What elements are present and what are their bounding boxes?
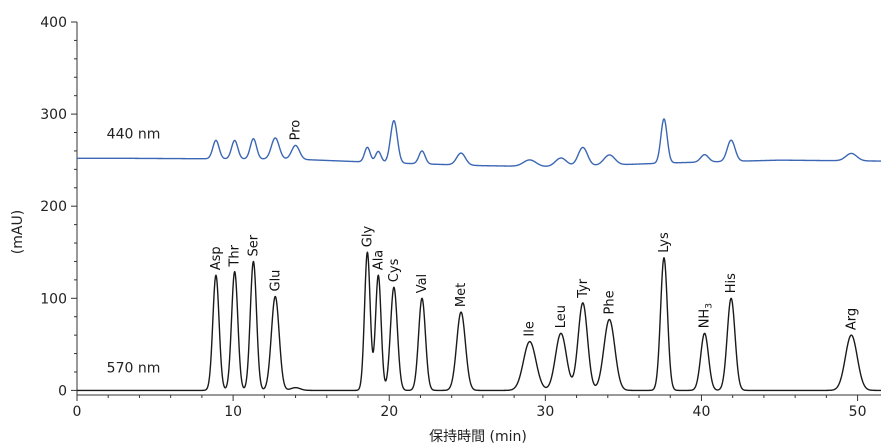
peak-label-Ile: Ile bbox=[523, 321, 538, 336]
peak-label-Tyr: Tyr bbox=[576, 278, 591, 299]
peak-label-Lys: Lys bbox=[657, 232, 672, 253]
peak-label-Asp: Asp bbox=[209, 246, 224, 270]
x-tick-label-50: 50 bbox=[849, 404, 867, 420]
peak-label-Glu: Glu bbox=[268, 270, 283, 292]
traces bbox=[76, 118, 882, 392]
x-axis-label: 保持時間 (min) bbox=[429, 429, 527, 445]
peak-label-Leu: Leu bbox=[554, 305, 569, 328]
peak-label-Arg: Arg bbox=[844, 308, 859, 330]
peak-label-Met: Met bbox=[454, 283, 469, 307]
y-tick-label-100: 100 bbox=[40, 291, 67, 307]
peak-label-Cys: Cys bbox=[387, 258, 402, 282]
peak-label-Gly: Gly bbox=[360, 226, 375, 248]
y-tick-label-400: 400 bbox=[40, 15, 67, 31]
y-tick-label-0: 0 bbox=[58, 383, 67, 399]
peak-label-Phe: Phe bbox=[602, 290, 617, 314]
peak-label-Thr: Thr bbox=[228, 244, 243, 267]
peak-label-NH3: NH3 bbox=[698, 303, 715, 328]
x-tick-label-0: 0 bbox=[73, 404, 82, 420]
peak-label-subscript: 3 bbox=[705, 303, 715, 309]
axes: 0 100 200 300 400 0 10 20 30 40 50 bbox=[40, 15, 881, 420]
x-tick-label-20: 20 bbox=[380, 404, 398, 420]
y-tick-label-200: 200 bbox=[40, 199, 67, 215]
series-label-570-nm: 570 nm bbox=[107, 360, 161, 376]
peak-label-Val: Val bbox=[415, 274, 430, 293]
peak-label-Ala: Ala bbox=[371, 250, 386, 270]
peak-label-Ser: Ser bbox=[246, 234, 261, 256]
peak-label-Pro: Pro bbox=[289, 120, 304, 141]
trace-570-nm bbox=[76, 251, 882, 392]
peak-label-His: His bbox=[724, 273, 739, 293]
x-tick-label-30: 30 bbox=[536, 404, 554, 420]
peak-label-text: NH bbox=[698, 309, 713, 329]
series-label-440-nm: 440 nm bbox=[107, 126, 161, 142]
peak-labels: 440 nm Pro 570 nm Asp Thr Ser Glu Gly Ala Cys Val M… bbox=[107, 120, 860, 377]
y-tick-label-300: 300 bbox=[40, 107, 67, 123]
trace-440-nm bbox=[76, 118, 882, 167]
x-tick-label-40: 40 bbox=[693, 404, 711, 420]
y-axis-label: (mAU) bbox=[10, 210, 26, 254]
x-tick-label-10: 10 bbox=[224, 404, 242, 420]
